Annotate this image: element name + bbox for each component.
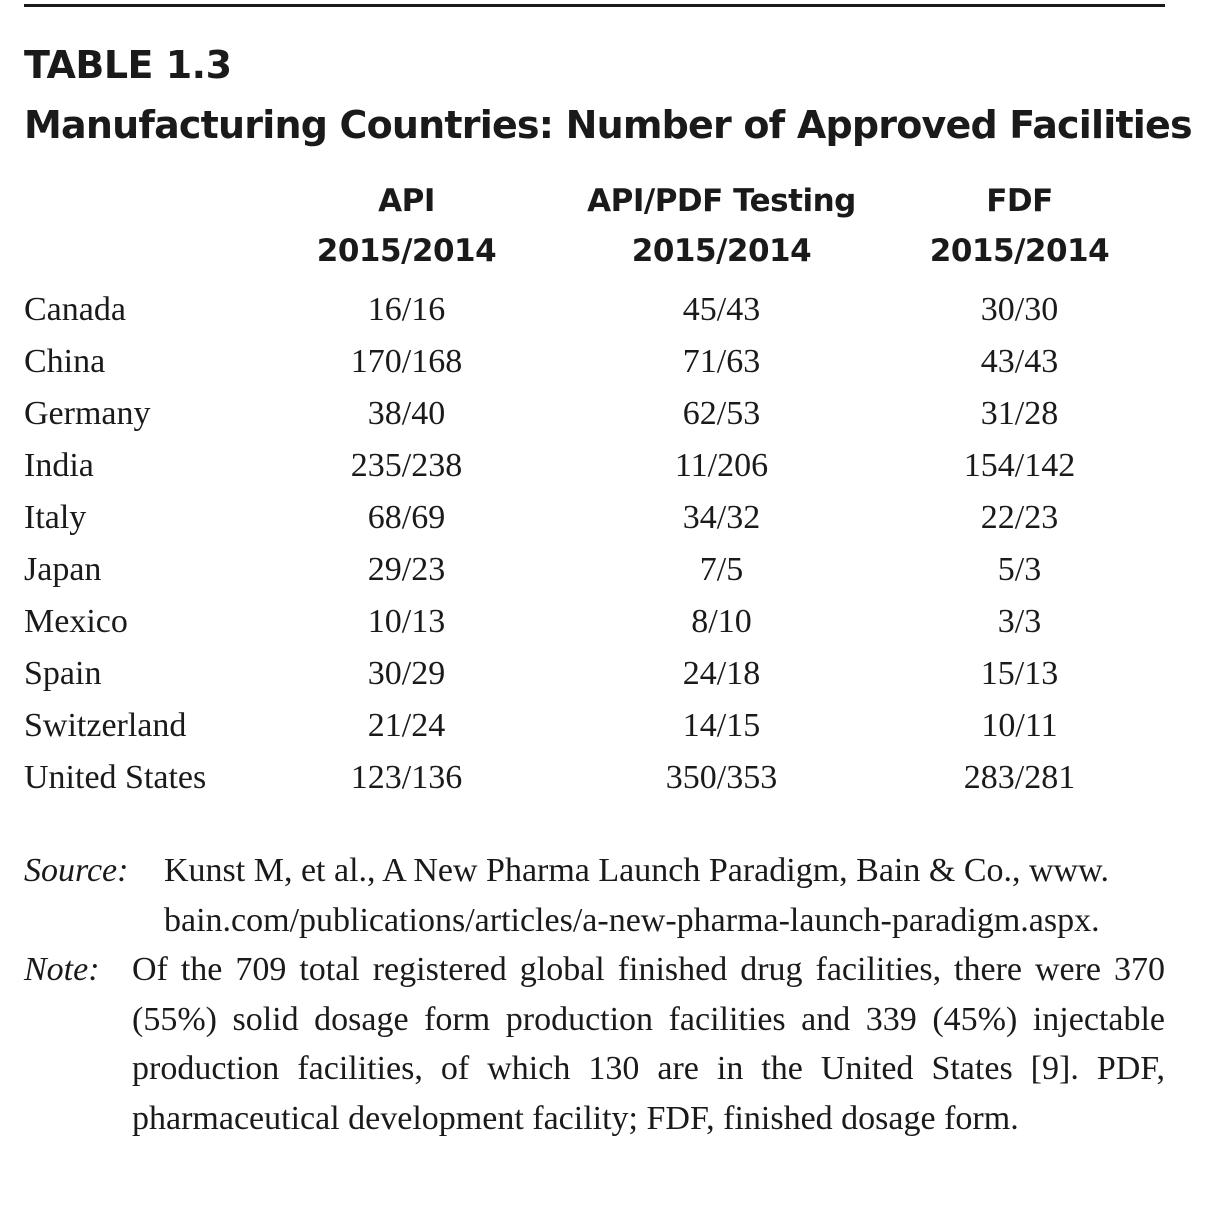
table-row: Germany 38/40 62/53 31/28 — [24, 388, 1165, 440]
country-cell: United States — [24, 759, 207, 796]
api-cell: 16/16 — [367, 291, 446, 328]
fdf-cell: 283/281 — [963, 759, 1076, 796]
general-note: Note: Of the 709 total registered global… — [24, 945, 1165, 1143]
country-column-header — [24, 176, 244, 284]
table-row: Mexico 10/13 8/10 3/3 — [24, 596, 1165, 648]
testing-cell: 7/5 — [699, 551, 744, 588]
table-number: TABLE 1.3 — [24, 43, 232, 87]
testing-cell: 14/15 — [682, 707, 761, 744]
api-cell: 30/29 — [367, 655, 446, 692]
country-cell: Germany — [24, 395, 151, 432]
table-row: Italy 68/69 34/32 22/23 — [24, 492, 1165, 544]
country-cell: Italy — [24, 499, 87, 536]
source-note: Source: Kunst M, et al., A New Pharma La… — [24, 846, 1165, 945]
fdf-cell: 31/28 — [980, 395, 1059, 432]
api-cell: 68/69 — [367, 499, 446, 536]
api-cell: 29/23 — [367, 551, 446, 588]
column-header-fdf: FDF 2015/2014 — [874, 176, 1165, 284]
fdf-cell: 22/23 — [980, 499, 1059, 536]
testing-cell: 11/206 — [674, 447, 769, 484]
country-cell: China — [24, 343, 106, 380]
table-caption: TABLE 1.3 Manufacturing Countries: Numbe… — [24, 38, 1193, 158]
api-cell: 38/40 — [367, 395, 446, 432]
api-cell: 10/13 — [367, 603, 446, 640]
fdf-cell: 3/3 — [997, 603, 1042, 640]
fdf-cell: 5/3 — [997, 551, 1042, 588]
testing-cell: 62/53 — [682, 395, 761, 432]
column-header-name: API — [378, 183, 435, 219]
table-header-row: API 2015/2014 API/PDF Testing 2015/2014 … — [24, 176, 1165, 284]
table-row: United States 123/136 350/353 283/281 — [24, 752, 1165, 804]
column-header-name: API/PDF Testing — [587, 183, 856, 219]
testing-cell: 34/32 — [682, 499, 761, 536]
facilities-table: API 2015/2014 API/PDF Testing 2015/2014 … — [24, 176, 1165, 804]
fdf-cell: 10/11 — [981, 707, 1058, 744]
column-header-years: 2015/2014 — [316, 233, 497, 269]
table-row: Canada 16/16 45/43 30/30 — [24, 284, 1165, 336]
testing-cell: 350/353 — [665, 759, 778, 796]
column-header-years: 2015/2014 — [631, 233, 812, 269]
source-line-2: bain.com/publications/articles/a-new-pha… — [164, 901, 1100, 939]
api-cell: 170/168 — [350, 343, 463, 380]
testing-cell: 8/10 — [691, 603, 752, 640]
testing-cell: 45/43 — [682, 291, 761, 328]
fdf-cell: 43/43 — [980, 343, 1059, 380]
source-text: Kunst M, et al., A New Pharma Launch Par… — [24, 846, 1165, 945]
api-cell: 235/238 — [350, 447, 463, 484]
table-row: China 170/168 71/63 43/43 — [24, 336, 1165, 388]
fdf-cell: 15/13 — [980, 655, 1059, 692]
column-header-years: 2015/2014 — [929, 233, 1110, 269]
country-cell: Spain — [24, 655, 102, 692]
top-rule — [24, 4, 1165, 7]
country-cell: Switzerland — [24, 707, 187, 744]
table-footnotes: Source: Kunst M, et al., A New Pharma La… — [24, 846, 1165, 1143]
api-cell: 21/24 — [367, 707, 446, 744]
note-label: Note: — [24, 951, 100, 988]
testing-cell: 24/18 — [682, 655, 761, 692]
source-label: Source: — [24, 852, 129, 889]
country-cell: Japan — [24, 551, 102, 588]
table-row: Spain 30/29 24/18 15/13 — [24, 648, 1165, 700]
column-header-name: FDF — [986, 183, 1053, 219]
fdf-cell: 154/142 — [963, 447, 1076, 484]
table-row: Switzerland 21/24 14/15 10/11 — [24, 700, 1165, 752]
testing-cell: 71/63 — [682, 343, 761, 380]
table-title: Manufacturing Countries: Number of Appro… — [24, 103, 1193, 147]
note-text: Of the 709 total registered global finis… — [132, 951, 1165, 1137]
column-header-testing: API/PDF Testing 2015/2014 — [569, 176, 874, 284]
country-cell: India — [24, 447, 94, 484]
source-line-1: Kunst M, et al., A New Pharma Launch Par… — [164, 852, 1109, 889]
api-cell: 123/136 — [350, 759, 463, 796]
country-cell: Canada — [24, 291, 126, 328]
table-row: India 235/238 11/206 154/142 — [24, 440, 1165, 492]
country-cell: Mexico — [24, 603, 128, 640]
fdf-cell: 30/30 — [980, 291, 1059, 328]
table-row: Japan 29/23 7/5 5/3 — [24, 544, 1165, 596]
column-header-api: API 2015/2014 — [244, 176, 569, 284]
